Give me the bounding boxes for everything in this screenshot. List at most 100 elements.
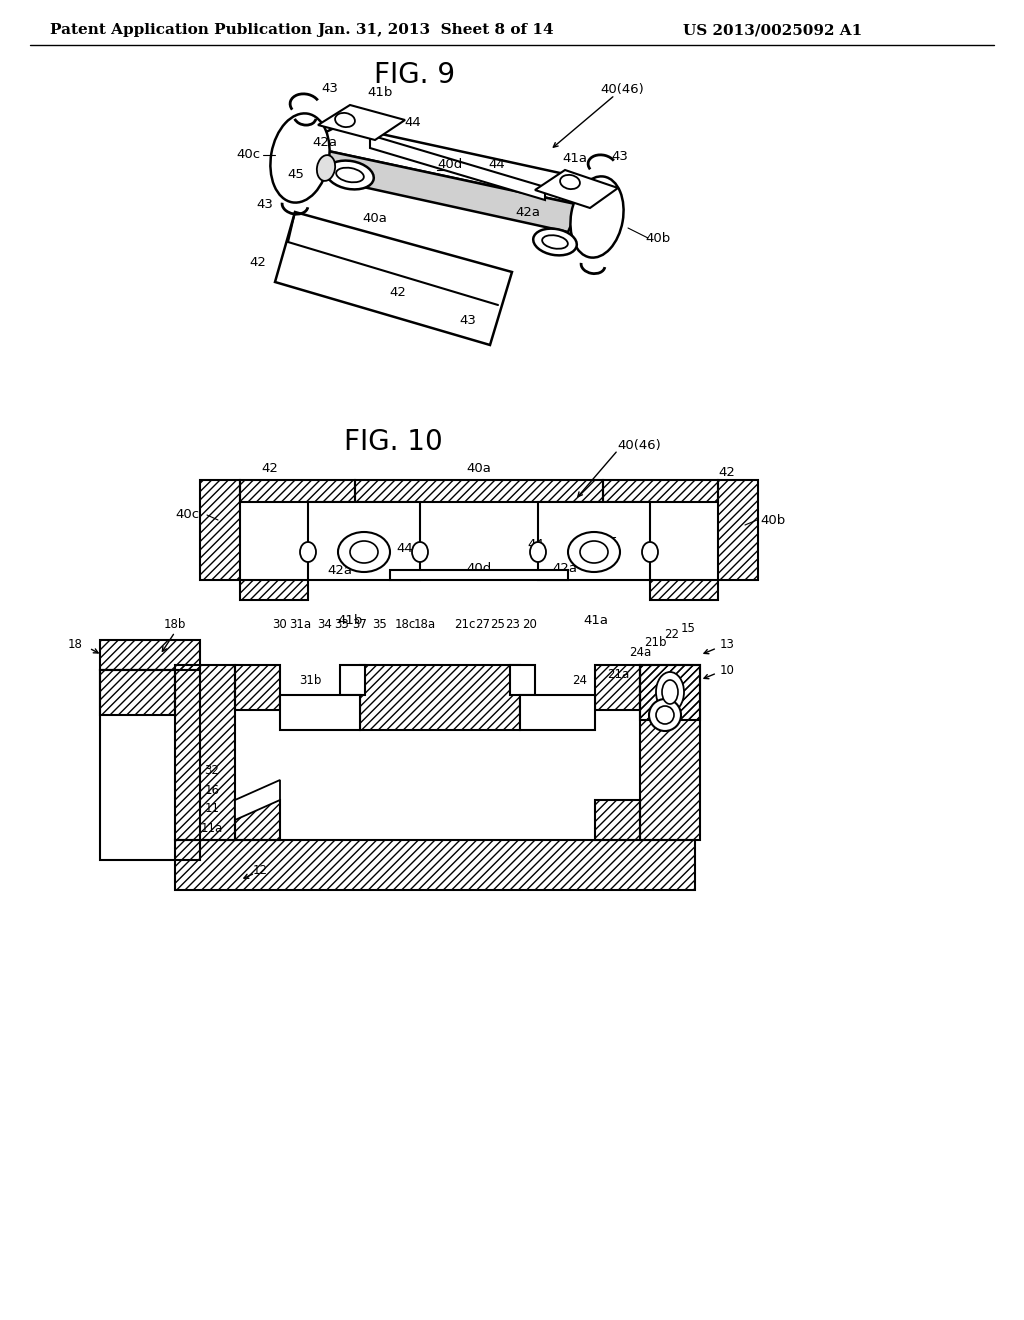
Text: 44: 44 (396, 541, 414, 554)
Text: 40(46): 40(46) (617, 438, 660, 451)
Text: 41b: 41b (368, 86, 392, 99)
Text: 22: 22 (665, 628, 680, 642)
Text: 15: 15 (681, 622, 695, 635)
Text: 33: 33 (335, 619, 349, 631)
Text: Jan. 31, 2013  Sheet 8 of 14: Jan. 31, 2013 Sheet 8 of 14 (316, 22, 553, 37)
Polygon shape (100, 671, 200, 861)
Text: 12: 12 (253, 863, 267, 876)
Polygon shape (300, 125, 615, 205)
Text: 44: 44 (527, 539, 545, 552)
Polygon shape (318, 106, 406, 140)
Text: 43: 43 (611, 150, 629, 164)
Text: 11: 11 (205, 801, 219, 814)
Text: 45: 45 (288, 169, 304, 181)
Text: 41b: 41b (337, 614, 362, 627)
Text: 40c: 40c (176, 508, 200, 521)
Text: 45: 45 (601, 536, 618, 549)
Text: 42a: 42a (312, 136, 338, 149)
Text: FIG. 10: FIG. 10 (344, 428, 442, 455)
Ellipse shape (642, 543, 658, 562)
Polygon shape (510, 665, 535, 696)
Text: 42: 42 (389, 285, 407, 298)
Polygon shape (520, 696, 595, 730)
Text: 40d: 40d (466, 562, 492, 576)
Text: 24: 24 (572, 673, 588, 686)
Text: 21c: 21c (455, 619, 476, 631)
Polygon shape (535, 170, 618, 209)
Text: 45: 45 (337, 541, 353, 554)
Ellipse shape (570, 177, 624, 257)
Text: 42a: 42a (515, 206, 541, 219)
Ellipse shape (350, 541, 378, 564)
Polygon shape (370, 135, 545, 201)
Text: 43: 43 (322, 82, 339, 95)
Ellipse shape (300, 543, 316, 562)
Text: 43: 43 (460, 314, 476, 326)
Text: 41a: 41a (562, 152, 588, 165)
Ellipse shape (649, 700, 681, 731)
Text: 18: 18 (69, 639, 83, 652)
Text: 42: 42 (250, 256, 266, 268)
Text: 21b: 21b (644, 635, 667, 648)
Text: 10: 10 (720, 664, 735, 676)
Text: 42: 42 (719, 466, 735, 479)
Text: 44: 44 (404, 116, 421, 128)
Text: 24a: 24a (629, 645, 651, 659)
Text: 40(46): 40(46) (600, 83, 644, 96)
Polygon shape (340, 665, 365, 696)
Text: 40a: 40a (467, 462, 492, 474)
Text: US 2013/0025092 A1: US 2013/0025092 A1 (683, 22, 862, 37)
Text: 31a: 31a (289, 619, 311, 631)
Text: 13: 13 (720, 639, 735, 652)
Ellipse shape (534, 228, 577, 255)
Ellipse shape (412, 543, 428, 562)
Ellipse shape (560, 174, 580, 189)
Ellipse shape (316, 156, 335, 181)
Text: 40b: 40b (645, 231, 671, 244)
Ellipse shape (656, 672, 684, 711)
Text: 31b: 31b (299, 673, 322, 686)
Text: 16: 16 (205, 784, 219, 796)
Text: 18c: 18c (394, 619, 416, 631)
Polygon shape (280, 696, 360, 730)
Text: 18b: 18b (164, 619, 186, 631)
Polygon shape (234, 780, 280, 820)
Text: 27: 27 (475, 619, 490, 631)
Polygon shape (390, 570, 568, 579)
Text: 42a: 42a (328, 564, 352, 577)
Polygon shape (538, 502, 650, 579)
Text: 40b: 40b (760, 513, 785, 527)
Text: 40a: 40a (362, 211, 387, 224)
Text: 40d: 40d (437, 158, 463, 172)
Text: 30: 30 (272, 619, 288, 631)
Text: 18a: 18a (414, 619, 436, 631)
Ellipse shape (335, 114, 355, 127)
Polygon shape (275, 213, 512, 345)
Text: FIG. 9: FIG. 9 (375, 61, 456, 88)
Polygon shape (295, 145, 580, 232)
Text: 35: 35 (373, 619, 387, 631)
Text: 20: 20 (522, 619, 538, 631)
Ellipse shape (542, 235, 568, 248)
Text: 21a: 21a (607, 668, 629, 681)
Text: 11a: 11a (201, 821, 223, 834)
Text: 42a: 42a (553, 561, 578, 574)
Text: 42: 42 (261, 462, 279, 474)
Ellipse shape (530, 543, 546, 562)
Text: 43: 43 (257, 198, 273, 210)
Text: 32: 32 (205, 763, 219, 776)
Polygon shape (308, 502, 420, 579)
Text: 41a: 41a (584, 614, 608, 627)
Text: 25: 25 (490, 619, 506, 631)
Text: 40c: 40c (236, 149, 260, 161)
Text: 44: 44 (488, 158, 506, 172)
Text: Patent Application Publication: Patent Application Publication (50, 22, 312, 37)
Ellipse shape (336, 168, 364, 182)
Ellipse shape (580, 541, 608, 564)
Ellipse shape (327, 161, 374, 189)
Ellipse shape (568, 532, 620, 572)
Ellipse shape (662, 680, 678, 704)
Ellipse shape (656, 706, 674, 723)
Text: 37: 37 (352, 619, 368, 631)
Text: 34: 34 (317, 619, 333, 631)
